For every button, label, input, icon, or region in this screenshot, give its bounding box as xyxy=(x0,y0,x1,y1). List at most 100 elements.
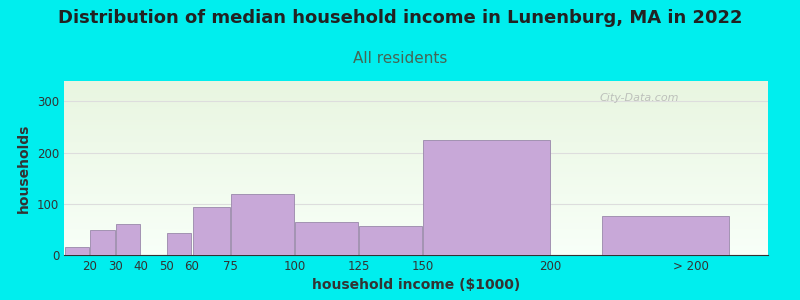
Bar xyxy=(64,204,768,206)
Bar xyxy=(64,93,768,94)
Bar xyxy=(64,219,768,220)
Bar xyxy=(64,175,768,177)
Bar xyxy=(64,132,768,133)
Bar xyxy=(64,137,768,139)
Bar xyxy=(64,128,768,129)
Bar xyxy=(64,233,768,235)
Bar xyxy=(64,109,768,110)
Bar xyxy=(64,106,768,107)
Bar xyxy=(64,103,768,104)
Bar xyxy=(64,161,768,162)
Bar xyxy=(64,165,768,166)
Bar xyxy=(64,223,768,224)
Bar xyxy=(64,82,768,84)
Bar xyxy=(64,178,768,180)
Bar xyxy=(64,116,768,117)
Bar xyxy=(64,254,768,255)
Bar xyxy=(64,155,768,156)
X-axis label: household income ($1000): household income ($1000) xyxy=(312,278,520,292)
Bar xyxy=(64,220,768,222)
Bar xyxy=(64,191,768,193)
Bar xyxy=(64,227,768,229)
Bar xyxy=(64,84,768,85)
Bar xyxy=(64,214,768,216)
Bar xyxy=(64,135,768,136)
Bar xyxy=(64,113,768,114)
Bar xyxy=(64,248,768,249)
Bar xyxy=(64,236,768,238)
Bar xyxy=(64,119,768,120)
Bar xyxy=(64,146,768,148)
Bar xyxy=(64,133,768,135)
Bar xyxy=(64,242,768,243)
Bar xyxy=(64,100,768,101)
Bar xyxy=(64,193,768,194)
Bar xyxy=(116,224,140,255)
Bar xyxy=(64,143,768,145)
Bar xyxy=(64,187,768,188)
Bar xyxy=(64,200,768,201)
Bar xyxy=(64,235,768,236)
Bar xyxy=(64,139,768,140)
Bar xyxy=(64,94,768,95)
Bar xyxy=(64,123,768,124)
Bar xyxy=(64,174,768,175)
Bar xyxy=(64,230,768,232)
Bar xyxy=(64,88,768,90)
Bar xyxy=(64,222,768,223)
Bar xyxy=(64,154,768,155)
Bar xyxy=(64,149,768,151)
Bar xyxy=(90,230,114,255)
Bar xyxy=(64,87,768,88)
Bar xyxy=(64,206,768,207)
Bar xyxy=(64,199,768,200)
Bar xyxy=(64,251,768,252)
Bar xyxy=(295,222,358,255)
Bar xyxy=(64,229,768,230)
Bar xyxy=(359,226,422,255)
Bar xyxy=(64,120,768,122)
Bar xyxy=(64,85,768,87)
Bar xyxy=(64,112,768,113)
Bar xyxy=(64,129,768,130)
Bar xyxy=(64,124,768,126)
Bar xyxy=(64,241,768,242)
Bar xyxy=(64,164,768,165)
Bar xyxy=(64,148,768,149)
Bar xyxy=(64,207,768,208)
Bar xyxy=(64,238,768,239)
Bar xyxy=(64,114,768,116)
Bar xyxy=(64,151,768,152)
Bar xyxy=(64,243,768,245)
Bar xyxy=(65,247,89,255)
Bar xyxy=(64,159,768,161)
Bar xyxy=(64,142,768,143)
Bar xyxy=(64,172,768,174)
Bar xyxy=(64,252,768,254)
Bar xyxy=(64,180,768,181)
Bar xyxy=(64,245,768,246)
Bar xyxy=(64,217,768,219)
Bar xyxy=(64,210,768,212)
Text: City-Data.com: City-Data.com xyxy=(599,93,678,103)
Bar xyxy=(64,107,768,109)
Bar xyxy=(64,122,768,123)
Bar xyxy=(64,158,768,159)
Bar xyxy=(64,226,768,227)
Bar xyxy=(64,203,768,204)
Bar xyxy=(64,130,768,132)
Bar xyxy=(64,194,768,196)
Bar xyxy=(193,207,230,255)
Bar xyxy=(423,140,550,255)
Bar xyxy=(64,110,768,112)
Bar xyxy=(64,185,768,187)
Bar xyxy=(64,201,768,203)
Bar xyxy=(64,184,768,185)
Bar xyxy=(64,190,768,191)
Bar xyxy=(64,197,768,199)
Bar xyxy=(64,239,768,241)
Bar xyxy=(64,104,768,106)
Bar xyxy=(64,81,768,82)
Bar xyxy=(64,181,768,182)
Bar xyxy=(64,232,768,233)
